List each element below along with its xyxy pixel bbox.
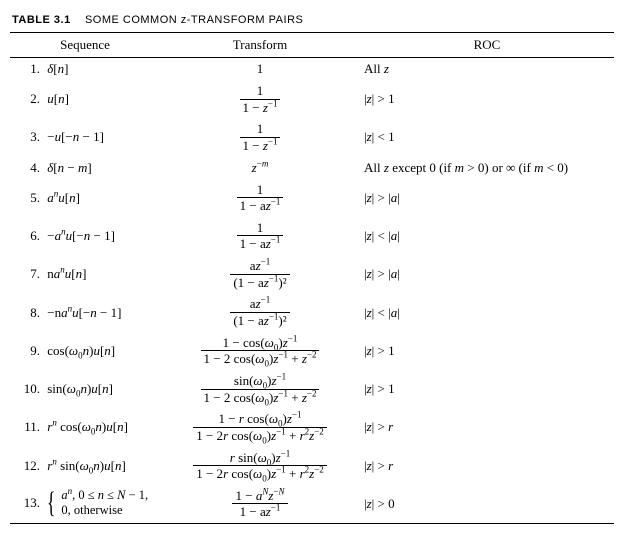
table-row: 4. δ[n − m]z−mAll z except 0 (if m > 0) … [10,157,614,179]
table-label: TABLE 3.1 [12,14,71,26]
sequence-cell: 1. δ[n] [10,58,160,80]
table-row: 6. −anu[−n − 1]11 − az−1|z| < |a| [10,217,614,255]
header-row: Sequence Transform ROC [10,33,614,57]
transform-cell: 1 − r cos(ω0)z−11 − 2r cos(ω0)z−1 + r2z−… [160,408,360,446]
roc-cell: All z [360,58,614,80]
roc-cell: |z| > 1 [360,80,614,118]
table-row: 10. sin(ω0n)u[n]sin(ω0)z−11 − 2 cos(ω0)z… [10,370,614,408]
roc-cell: |z| < |a| [360,217,614,255]
table-row: 2. u[n]11 − z−1|z| > 1 [10,80,614,118]
roc-cell: |z| > 1 [360,370,614,408]
sequence-cell: 10. sin(ω0n)u[n] [10,370,160,408]
transform-cell: 11 − z−1 [160,80,360,118]
header-sequence: Sequence [10,33,160,57]
sequence-cell: 5. anu[n] [10,179,160,217]
transform-cell: sin(ω0)z−11 − 2 cos(ω0)z−1 + z−2 [160,370,360,408]
transform-cell: 11 − az−1 [160,179,360,217]
transform-cell: r sin(ω0)z−11 − 2r cos(ω0)z−1 + r2z−2 [160,447,360,485]
roc-cell: |z| > r [360,447,614,485]
transform-cell: az−1(1 − az−1)² [160,255,360,293]
roc-cell: |z| > 1 [360,332,614,370]
roc-cell: |z| < |a| [360,293,614,331]
roc-cell: |z| > r [360,408,614,446]
header-roc: ROC [360,33,614,57]
table-row: 7. nanu[n]az−1(1 − az−1)²|z| > |a| [10,255,614,293]
transform-cell: az−1(1 − az−1)² [160,293,360,331]
table-caption: TABLE 3.1 SOME COMMON z-TRANSFORM PAIRS [10,10,614,32]
table-row: 3. −u[−n − 1]11 − z−1|z| < 1 [10,118,614,156]
sequence-cell: 6. −anu[−n − 1] [10,217,160,255]
table-row: 9. cos(ω0n)u[n]1 − cos(ω0)z−11 − 2 cos(ω… [10,332,614,370]
sequence-cell: 2. u[n] [10,80,160,118]
bottom-rule [10,523,614,524]
roc-cell: |z| > |a| [360,255,614,293]
table-row: 1. δ[n]1All z [10,58,614,80]
z-transform-table: Sequence Transform ROC [10,33,614,57]
table-title-text: SOME COMMON z-TRANSFORM PAIRS [85,14,303,26]
table-row: 5. anu[n]11 − az−1|z| > |a| [10,179,614,217]
roc-cell: |z| > 0 [360,485,614,523]
roc-cell: All z except 0 (if m > 0) or ∞ (if m < 0… [360,157,614,179]
transform-cell: 1 − aNz−N1 − az−1 [160,485,360,523]
sequence-cell: 7. nanu[n] [10,255,160,293]
roc-cell: |z| > |a| [360,179,614,217]
transform-cell: 11 − z−1 [160,118,360,156]
sequence-cell: 8. −nanu[−n − 1] [10,293,160,331]
sequence-cell: 11. rn cos(ω0n)u[n] [10,408,160,446]
table-row: 13.{an, 0 ≤ n ≤ N − 1,0, otherwise1 − aN… [10,485,614,523]
z-transform-body: 1. δ[n]1All z2. u[n]11 − z−1|z| > 13. −u… [10,58,614,523]
transform-cell: 11 − az−1 [160,217,360,255]
sequence-cell: 4. δ[n − m] [10,157,160,179]
table-row: 8. −nanu[−n − 1]az−1(1 − az−1)²|z| < |a| [10,293,614,331]
transform-cell: z−m [160,157,360,179]
transform-cell: 1 − cos(ω0)z−11 − 2 cos(ω0)z−1 + z−2 [160,332,360,370]
sequence-cell: 12. rn sin(ω0n)u[n] [10,447,160,485]
sequence-cell: 3. −u[−n − 1] [10,118,160,156]
transform-cell: 1 [160,58,360,80]
roc-cell: |z| < 1 [360,118,614,156]
header-transform: Transform [160,33,360,57]
sequence-cell: 13.{an, 0 ≤ n ≤ N − 1,0, otherwise [10,485,160,521]
table-row: 11. rn cos(ω0n)u[n]1 − r cos(ω0)z−11 − 2… [10,408,614,446]
sequence-cell: 9. cos(ω0n)u[n] [10,332,160,370]
table-row: 12. rn sin(ω0n)u[n]r sin(ω0)z−11 − 2r co… [10,447,614,485]
